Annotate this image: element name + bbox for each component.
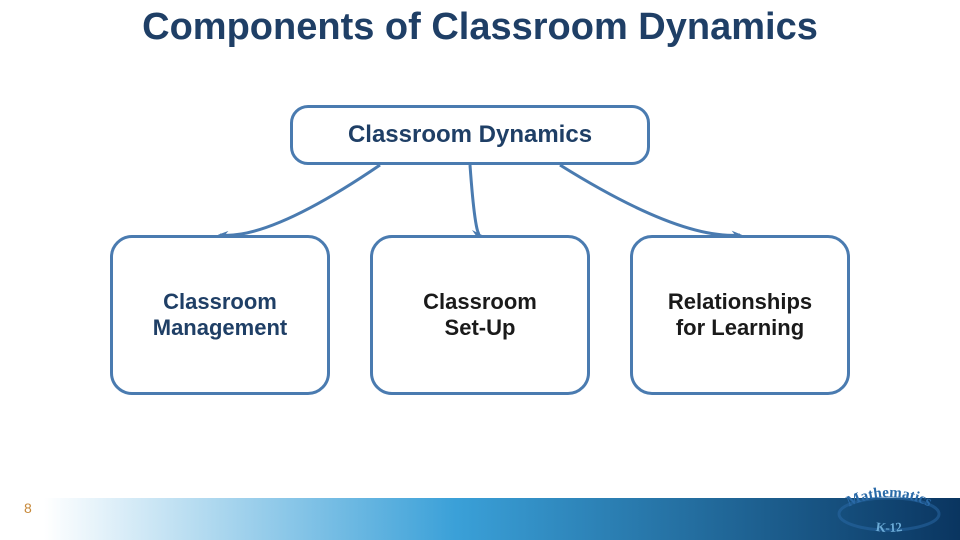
page-number: 8 xyxy=(24,500,32,516)
edge-root-rel xyxy=(560,165,740,235)
node-root-label: Classroom Dynamics xyxy=(348,121,592,150)
node-mgmt: Classroom Management xyxy=(110,235,330,395)
diagram-area: Classroom Dynamics Classroom Management Cl… xyxy=(0,105,960,425)
node-mgmt-label: Classroom Management xyxy=(153,289,287,342)
node-setup: Classroom Set-Up xyxy=(370,235,590,395)
mathematics-k12-logo: Mathematics K-12 xyxy=(830,484,948,536)
node-rel: Relationships for Learning xyxy=(630,235,850,395)
logo-bottom-text: K-12 xyxy=(875,519,903,535)
node-root: Classroom Dynamics xyxy=(290,105,650,165)
logo-svg: Mathematics K-12 xyxy=(830,484,948,536)
logo-top-text: Mathematics xyxy=(844,485,934,511)
footer-gradient-bar xyxy=(44,498,960,540)
edge-root-mgmt xyxy=(220,165,380,235)
page-title: Components of Classroom Dynamics xyxy=(0,6,960,49)
node-rel-label: Relationships for Learning xyxy=(668,289,812,342)
edge-root-setup xyxy=(470,165,480,235)
node-setup-label: Classroom Set-Up xyxy=(423,289,537,342)
